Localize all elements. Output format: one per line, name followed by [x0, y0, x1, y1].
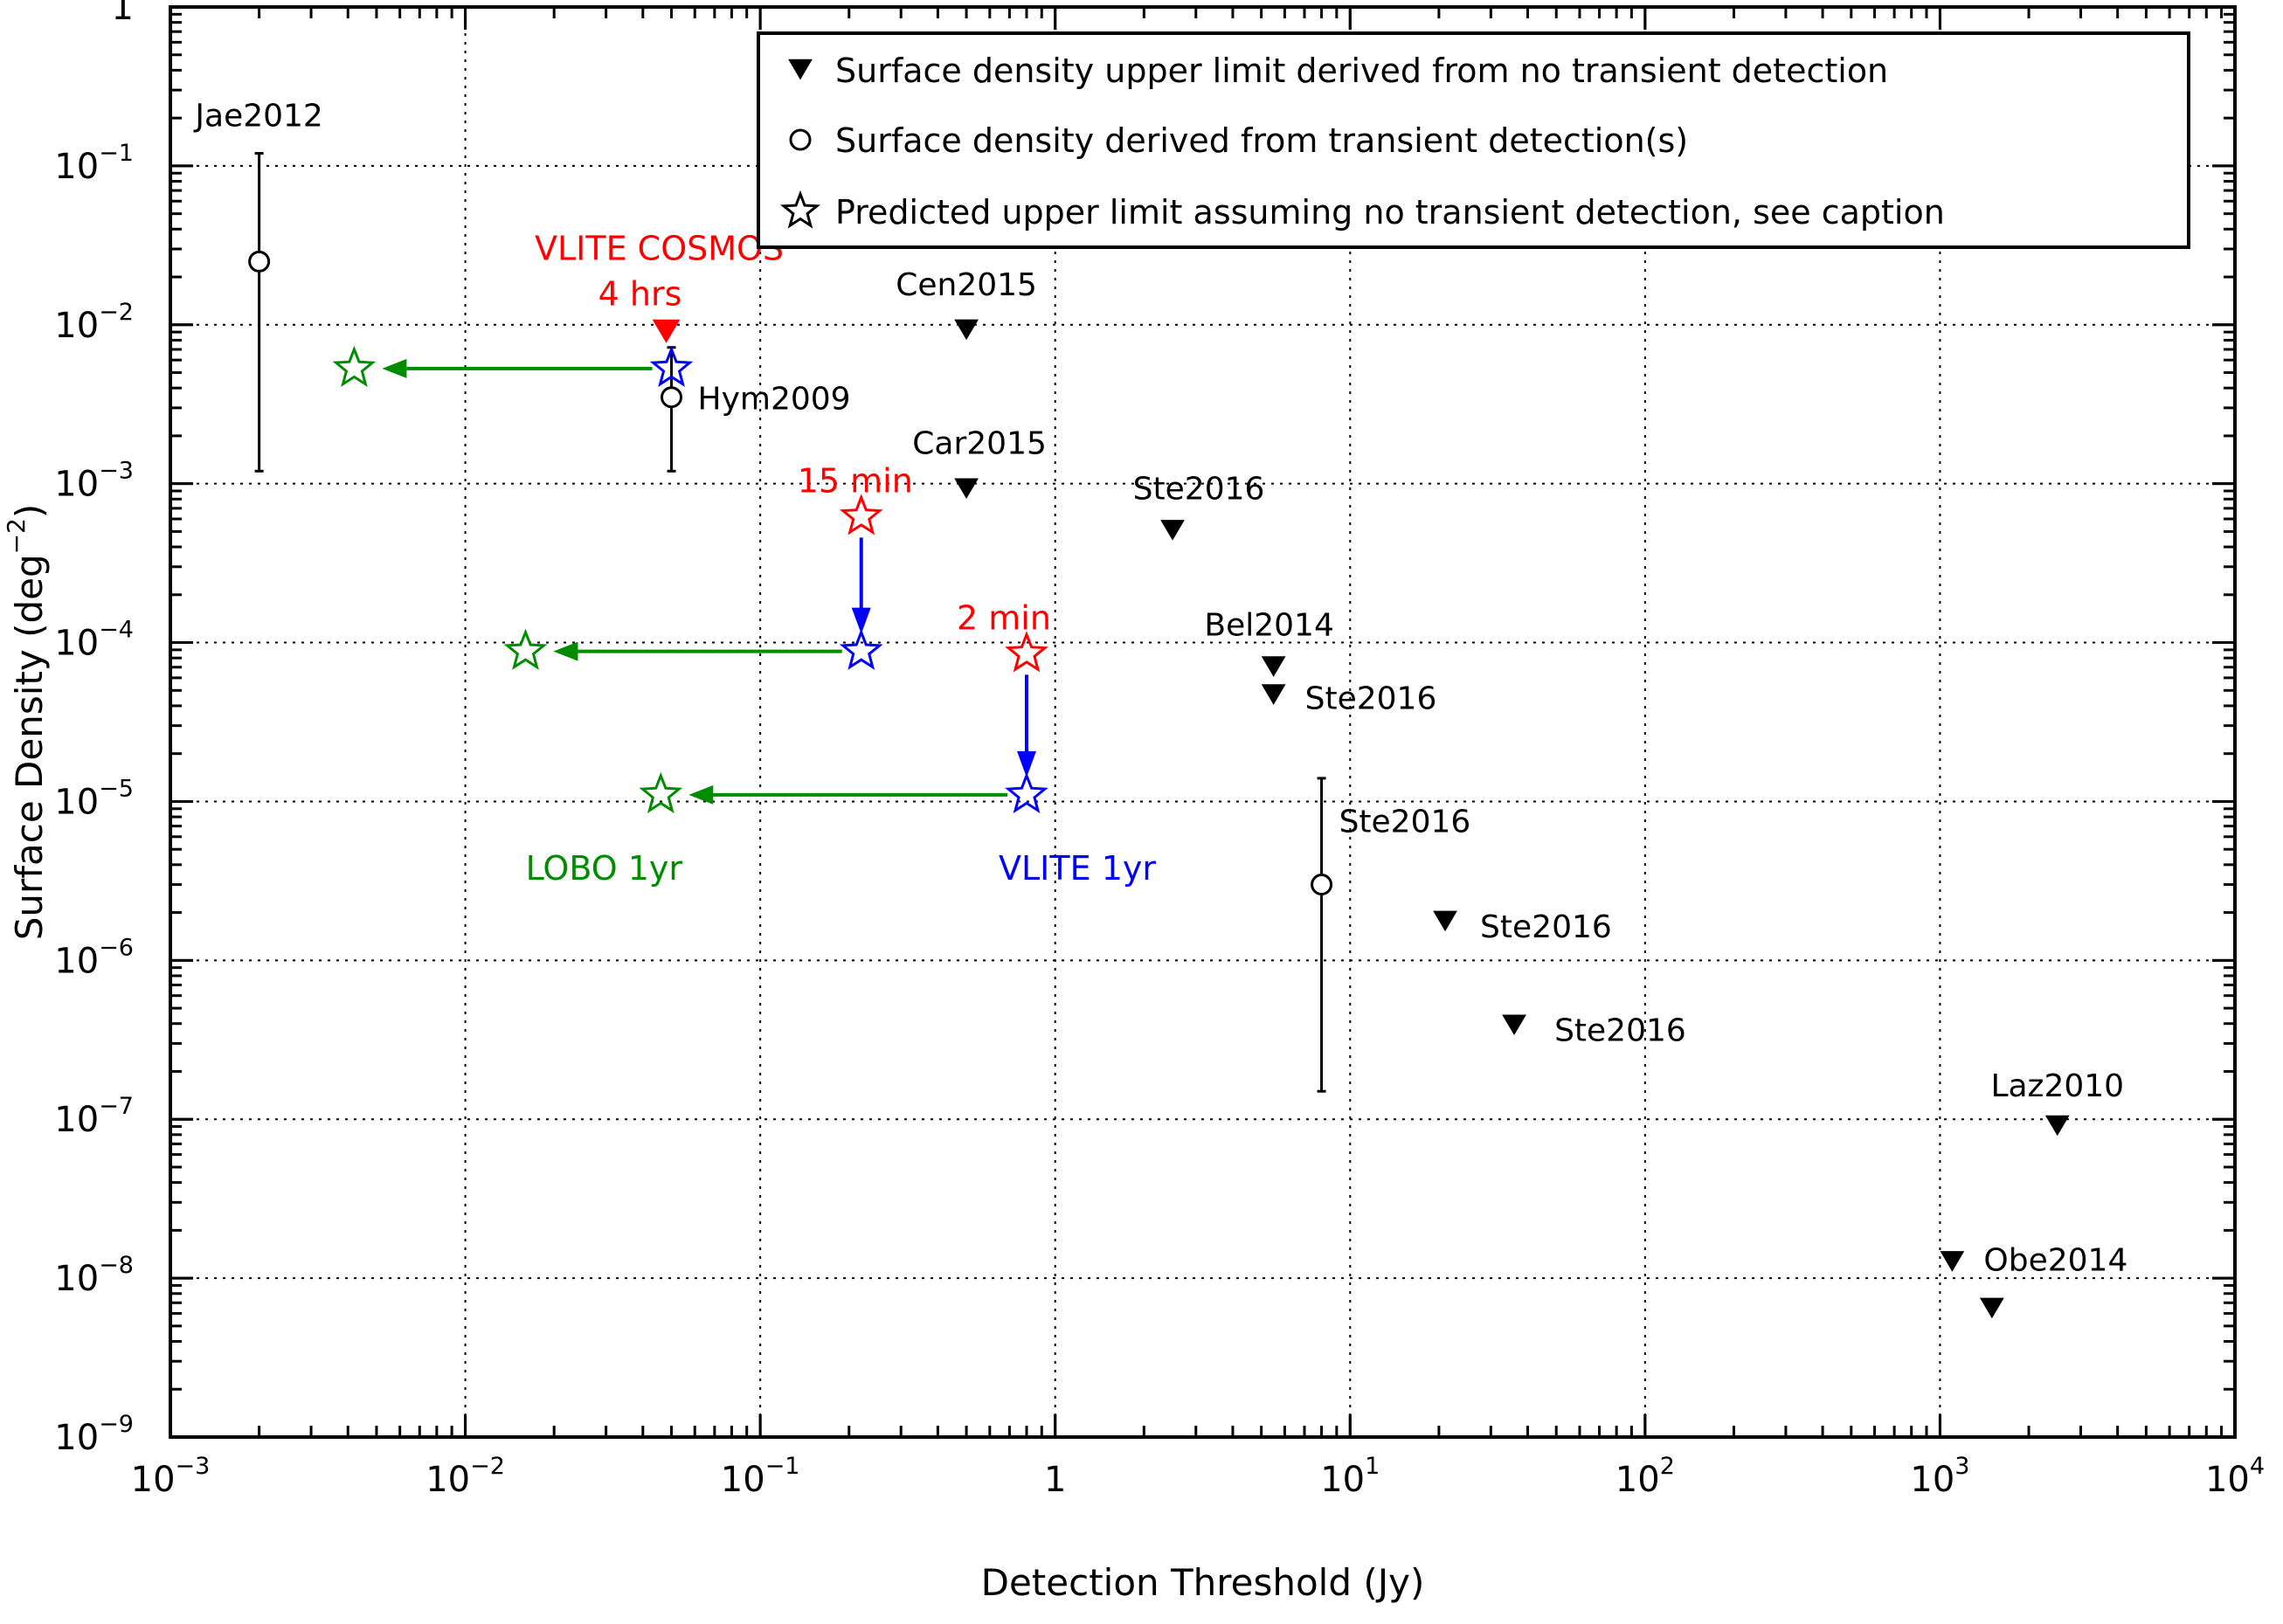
upper-limit-point	[954, 478, 979, 500]
y-tick-label: 10−3	[54, 458, 134, 505]
detection-point	[1311, 874, 1333, 896]
upper-limit-label: Cen2015	[896, 267, 1037, 303]
upper-limit-point	[2044, 1115, 2070, 1137]
upper-limit-label: Car2015	[912, 426, 1047, 462]
labels-layer: Cen2015 Car2015 Ste2016 Bel2014 Ste2016 Ste20…	[193, 98, 2127, 1278]
x-tick-label: 101	[1320, 1453, 1380, 1500]
x-tick-label: 10−3	[131, 1453, 211, 1500]
x-axis-title: Detection Threshold (Jy)	[981, 1561, 1425, 1604]
y-tick-label: 10−7	[54, 1093, 134, 1140]
upper-limit-label: Ste2016	[1480, 909, 1612, 945]
upper-limit-point	[1160, 520, 1185, 541]
detection-label: Jae2012	[193, 98, 322, 134]
x-tick-label: 1	[1044, 1460, 1066, 1500]
detection-point	[248, 250, 271, 273]
vlite-cosmos-label: VLITE COSMOS	[535, 230, 784, 268]
plot-frame	[169, 5, 2237, 1439]
predicted-star	[839, 494, 883, 536]
y-axis-title: Surface Density (deg−2)	[2, 504, 51, 941]
upper-limit-label: Ste2016	[1554, 1013, 1686, 1049]
legend: Surface density upper limit derived from…	[757, 31, 2190, 249]
predicted-star	[1005, 631, 1048, 673]
vlite-arrowhead	[851, 607, 871, 634]
upper-limit-point	[1979, 1297, 2004, 1319]
y-tick-label: 1	[112, 0, 134, 28]
upper-limit-point	[1433, 910, 1457, 932]
y-tick-label: 10−6	[54, 934, 134, 981]
legend-triangle-icon	[788, 59, 813, 80]
vlite-star	[839, 628, 883, 670]
detection-label: Ste2016	[1339, 805, 1471, 840]
lobo-arrowhead	[553, 641, 578, 661]
lobo-star	[503, 628, 548, 670]
y-tick-label: 10−2	[54, 299, 134, 346]
lobo-star	[639, 771, 683, 814]
legend-label: Surface density derived from transient d…	[835, 121, 1688, 160]
vlite-arrowhead	[1017, 750, 1037, 777]
legend-circle-icon	[789, 128, 812, 151]
axes-layer: 10−3 10−2 10−1 1 101 102 103 104 10−9 10−8 10−7 10−…	[2, 0, 2265, 1604]
predicted-duration-label: 2 min	[957, 598, 1051, 637]
vlite-cosmos-duration: 4 hrs	[598, 275, 682, 314]
upper-limit-label: Ste2016	[1133, 471, 1265, 507]
lobo-star	[332, 345, 377, 388]
lobo-arrowhead	[382, 358, 407, 378]
x-tick-label: 104	[2205, 1453, 2265, 1500]
y-tick-label: 10−8	[54, 1252, 134, 1299]
y-tick-label: 10−5	[54, 775, 134, 822]
vlite-cosmos-point	[652, 319, 681, 343]
legend-label: Predicted upper limit assuming no transi…	[835, 193, 1945, 232]
legend-box	[757, 31, 2190, 249]
vlite-star	[1005, 771, 1048, 814]
vlite-star	[649, 345, 694, 388]
upper-limit-label: Laz2010	[1990, 1068, 2124, 1104]
y-tick-label: 10−1	[54, 140, 134, 187]
x-tick-label: 10−2	[425, 1453, 505, 1500]
upper-limit-label: Ste2016	[1305, 681, 1437, 717]
x-tick-label: 102	[1615, 1453, 1675, 1500]
lobo-1yr-label: LOBO 1yr	[526, 849, 683, 888]
upper-limit-label: Obe2014	[1983, 1242, 2127, 1278]
lobo-arrowhead	[688, 784, 714, 805]
predicted-duration-label: 15 min	[798, 461, 913, 500]
legend-label: Surface density upper limit derived from…	[835, 52, 1888, 90]
upper-limit-point	[1261, 684, 1286, 705]
data-layer	[248, 151, 2070, 1319]
detection-point	[661, 386, 683, 409]
detection-label: Hym2009	[698, 382, 851, 418]
upper-limit-point	[1940, 1251, 1965, 1272]
upper-limit-point	[1502, 1014, 1526, 1036]
y-tick-label: 10−4	[54, 617, 134, 664]
y-tick-label: 10−9	[54, 1411, 134, 1458]
vlite-1yr-label: VLITE 1yr	[999, 849, 1156, 888]
upper-limit-point	[954, 319, 979, 341]
legend-star-icon	[779, 190, 821, 229]
upper-limit-label: Bel2014	[1204, 608, 1333, 644]
x-tick-label: 103	[1910, 1453, 1969, 1500]
upper-limit-point	[1261, 656, 1286, 677]
x-tick-label: 10−1	[721, 1453, 800, 1500]
